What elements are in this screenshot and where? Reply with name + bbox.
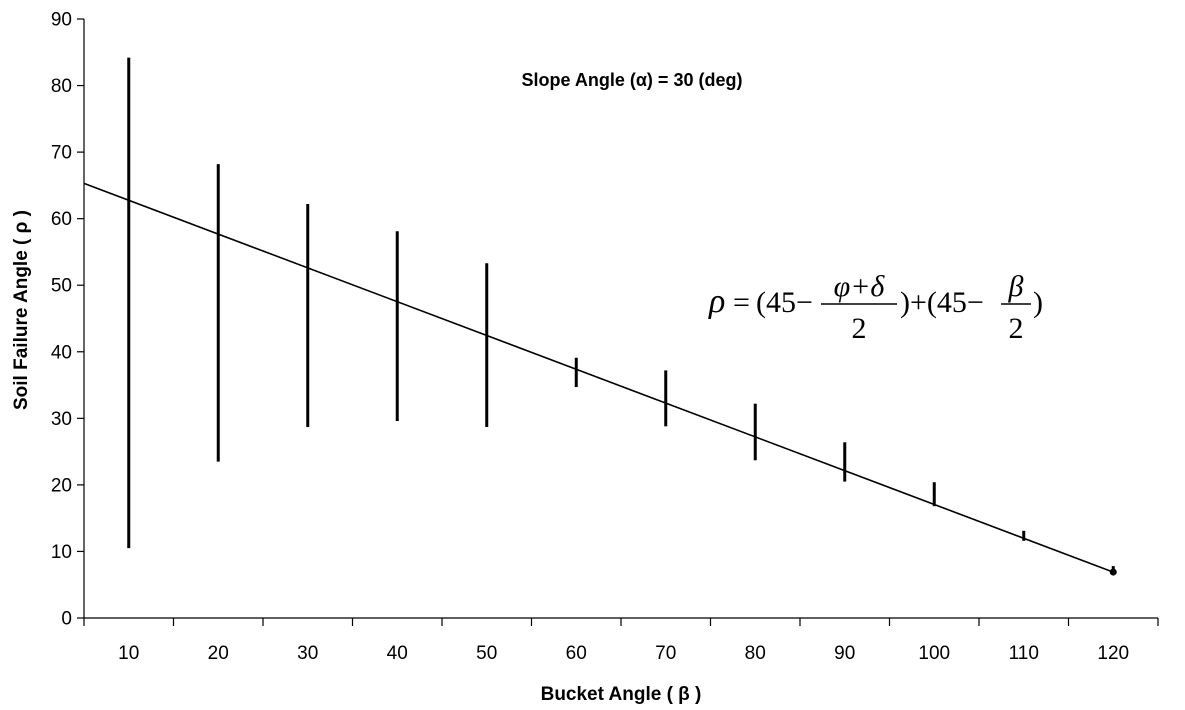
equation-denominator-1: 2: [852, 312, 867, 345]
y-tick-label: 0: [61, 609, 72, 630]
y-tick-label: 70: [51, 143, 72, 164]
y-tick-label: 20: [51, 475, 72, 496]
end-point-marker: [1109, 568, 1117, 576]
marks: [83, 57, 1117, 576]
equation: ρ = (45− φ+δ 2 )+(45− β 2 ): [708, 270, 1043, 345]
x-axis-title: Bucket Angle ( β ): [541, 684, 702, 705]
equation-numerator-2: β: [1008, 270, 1024, 303]
y-ticks: 0 10 20 30 40 50 60 70 80 90: [51, 10, 84, 630]
x-tick-label: 80: [745, 643, 766, 664]
x-tick-label: 50: [476, 643, 497, 664]
x-tick-label: 40: [387, 643, 408, 664]
y-tick-label: 10: [51, 542, 72, 563]
equation-close: ): [1033, 286, 1043, 319]
equation-equals: =: [733, 286, 750, 319]
x-tick-label: 110: [1009, 643, 1039, 664]
x-tick-label: 120: [1097, 643, 1129, 664]
y-tick-label: 90: [51, 10, 72, 31]
y-tick-label: 30: [51, 409, 72, 430]
x-tick-label: 70: [655, 643, 676, 664]
trend-line: [83, 182, 1114, 573]
y-tick-label: 60: [51, 209, 72, 230]
chart-annotation: Slope Angle (α) = 30 (deg): [522, 70, 743, 90]
y-tick-label: 50: [51, 276, 72, 297]
equation-numerator-1: φ+δ: [834, 270, 886, 303]
x-tick-label: 10: [118, 643, 139, 664]
x-tick-label: 30: [297, 643, 318, 664]
y-axis-title: Soil Failure Angle ( ρ ): [11, 210, 32, 410]
x-ticks: 10 20 30 40 50 60 70 80 90 100 110 120: [83, 618, 1159, 664]
x-tick-label: 90: [834, 643, 855, 664]
equation-denominator-2: 2: [1009, 312, 1024, 345]
x-tick-label: 100: [918, 643, 950, 664]
y-tick-label: 80: [51, 76, 72, 97]
equation-middle: )+(45−: [900, 286, 984, 319]
x-tick-label: 60: [566, 643, 587, 664]
x-tick-label: 20: [208, 643, 229, 664]
y-tick-label: 40: [51, 342, 72, 363]
equation-lhs: ρ: [708, 283, 725, 320]
equation-open-1: (45−: [756, 286, 813, 319]
